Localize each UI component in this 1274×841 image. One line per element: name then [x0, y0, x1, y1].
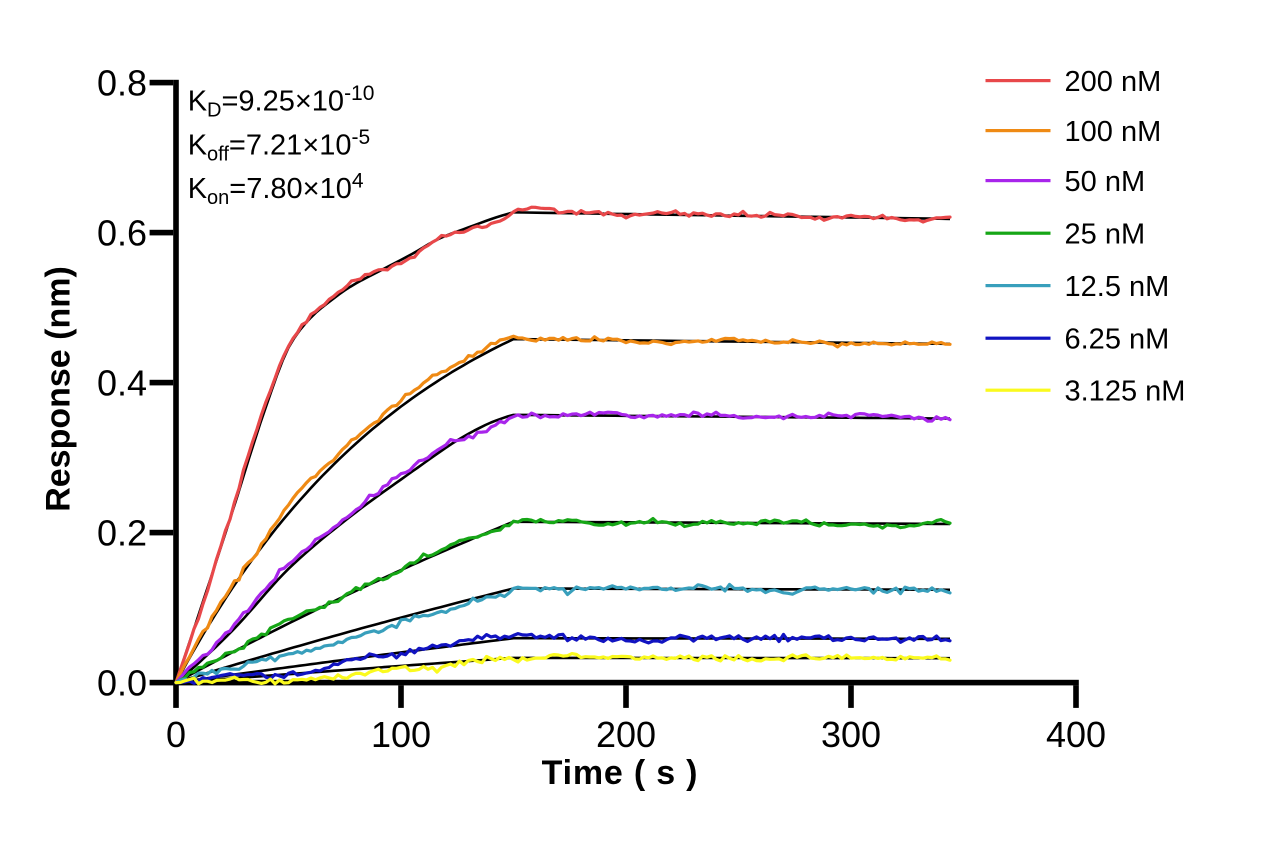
svg-text:Kon=7.80×104: Kon=7.80×104 — [188, 170, 364, 210]
svg-text:0: 0 — [166, 714, 186, 755]
svg-text:0.0: 0.0 — [97, 663, 147, 704]
svg-text:100 nM: 100 nM — [1065, 116, 1162, 148]
svg-text:Response (nm): Response (nm) — [40, 266, 78, 512]
svg-text:Time ( s ): Time ( s ) — [542, 754, 699, 792]
svg-text:3.125 nM: 3.125 nM — [1065, 376, 1186, 408]
svg-text:0.8: 0.8 — [97, 63, 147, 104]
svg-text:0.4: 0.4 — [97, 363, 147, 404]
svg-text:6.25 nM: 6.25 nM — [1065, 324, 1170, 356]
svg-text:200: 200 — [596, 714, 656, 755]
svg-text:400: 400 — [1046, 714, 1106, 755]
svg-text:300: 300 — [821, 714, 881, 755]
svg-text:0.6: 0.6 — [97, 213, 147, 254]
svg-text:100: 100 — [371, 714, 431, 755]
svg-text:50 nM: 50 nM — [1065, 166, 1146, 198]
svg-text:0.2: 0.2 — [97, 513, 147, 554]
svg-text:25 nM: 25 nM — [1065, 219, 1146, 251]
svg-text:12.5 nM: 12.5 nM — [1065, 271, 1170, 303]
svg-text:200 nM: 200 nM — [1065, 66, 1162, 98]
svg-text:KD=9.25×10-10: KD=9.25×10-10 — [188, 82, 375, 122]
